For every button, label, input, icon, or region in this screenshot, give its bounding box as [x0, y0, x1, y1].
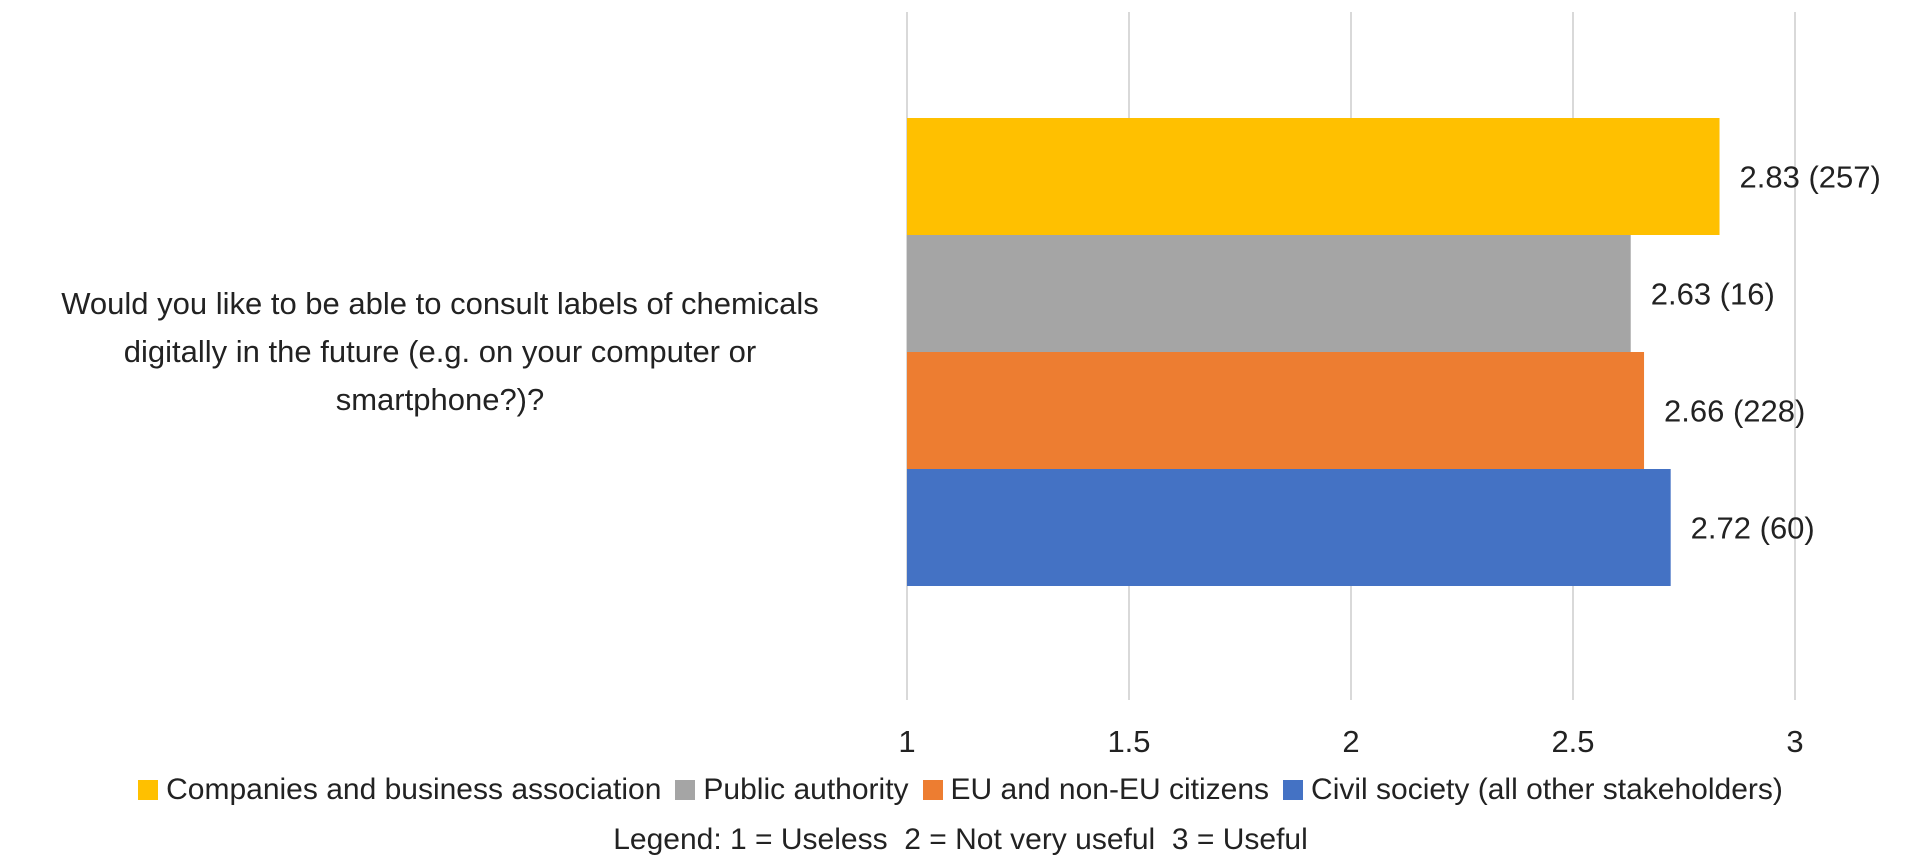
category-label-line: smartphone?)?: [335, 382, 545, 417]
legend-swatch: [138, 780, 159, 800]
bar-value-label: 2.66 (228): [1664, 394, 1805, 429]
data-labels: 2.83 (257) 2.63 (16) 2.66 (228) 2.72 (60): [1651, 160, 1881, 546]
legend-swatch: [922, 780, 943, 800]
bar: [907, 235, 1631, 352]
bar: [907, 469, 1671, 586]
x-tick-label: 1.5: [1107, 724, 1150, 759]
x-tick-label: 1: [898, 724, 915, 759]
category-label: Would you like to be able to consult lab…: [0, 280, 880, 424]
bar-value-label: 2.72 (60): [1691, 511, 1815, 546]
x-tick-label: 2.5: [1551, 724, 1594, 759]
category-label-line: Would you like to be able to consult lab…: [61, 286, 819, 321]
x-tick-label: 3: [1786, 724, 1803, 759]
bar-value-label: 2.63 (16): [1651, 277, 1775, 312]
bar: [907, 118, 1720, 235]
legend-swatch: [675, 780, 696, 800]
scale-legend-note: Legend: 1 = Useless 2 = Not very useful …: [613, 823, 1308, 856]
legend-item: EU and non-EU citizens: [922, 773, 1270, 807]
bar: [907, 352, 1645, 469]
legend-item: Civil society (all other stakeholders): [1283, 773, 1783, 807]
x-tick-label: 2: [1342, 724, 1359, 759]
legend: Companies and business association Publi…: [0, 773, 1921, 807]
legend-item: Public authority: [675, 773, 909, 807]
legend-label: EU and non-EU citizens: [950, 773, 1270, 806]
x-axis-ticks: 1 1.5 2 2.5 3: [898, 724, 1803, 759]
bar-value-label: 2.83 (257): [1740, 160, 1881, 195]
category-label-line: digitally in the future (e.g. on your co…: [123, 334, 757, 369]
bars: [907, 118, 1720, 586]
legend-item: Companies and business association: [138, 773, 661, 807]
legend-swatch: [1283, 780, 1304, 800]
legend-label: Companies and business association: [166, 773, 662, 806]
legend-label: Civil society (all other stakeholders): [1311, 773, 1783, 806]
legend-label: Public authority: [703, 773, 909, 806]
